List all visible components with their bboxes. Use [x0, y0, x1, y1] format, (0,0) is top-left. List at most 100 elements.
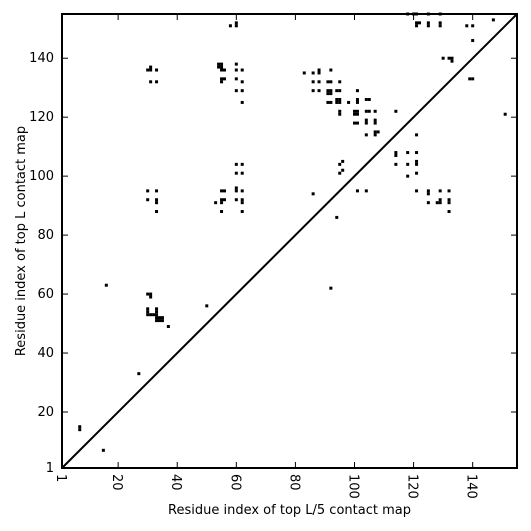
contact-point-upper — [240, 201, 244, 205]
contact-point-upper — [394, 154, 398, 158]
contact-point-upper — [220, 68, 224, 72]
contact-point-upper — [438, 201, 442, 205]
contact-point-lower — [149, 313, 153, 317]
contact-point-upper — [347, 100, 351, 104]
contact-point-lower — [158, 316, 161, 320]
contact-point-upper — [447, 189, 451, 193]
contact-point-upper — [353, 109, 356, 113]
contact-point-upper — [447, 198, 451, 202]
contact-point-upper — [426, 192, 430, 196]
contact-point-upper — [335, 100, 339, 104]
contact-point-upper — [234, 21, 238, 25]
contact-point-lower — [149, 292, 153, 296]
contact-point-lower — [160, 319, 164, 323]
contact-point-upper — [338, 89, 342, 93]
contact-point-upper — [311, 71, 315, 75]
x-tick-label: 60 — [227, 474, 242, 491]
contact-point-upper — [223, 68, 226, 72]
y-tick-label: 140 — [29, 51, 54, 66]
contact-point-upper — [373, 118, 377, 122]
contact-point-upper — [450, 59, 454, 63]
contact-point-upper — [311, 89, 315, 93]
contact-point-lower — [101, 448, 105, 452]
x-tick-label: 80 — [286, 474, 301, 491]
contact-point-upper — [240, 162, 244, 166]
contact-point-upper — [355, 109, 359, 113]
contact-point-upper — [394, 162, 398, 166]
contact-point-upper — [240, 189, 244, 193]
contact-point-upper — [367, 97, 371, 101]
contact-points — [78, 12, 507, 452]
contact-point-upper — [326, 89, 330, 93]
y-tick-label: 1 — [46, 461, 54, 476]
x-tick-label: 100 — [346, 474, 361, 499]
contact-point-lower — [155, 316, 159, 320]
contact-point-upper — [447, 56, 451, 60]
contact-point-upper — [450, 56, 454, 60]
contact-point-upper — [441, 56, 445, 60]
contact-point-upper — [155, 189, 159, 193]
contact-point-upper — [338, 162, 342, 166]
contact-point-lower — [149, 295, 153, 299]
contact-point-lower — [137, 372, 141, 376]
x-tick-label: 120 — [405, 474, 420, 499]
contact-point-upper — [317, 89, 321, 93]
contact-point-upper — [426, 201, 430, 205]
contact-point-upper — [435, 201, 439, 205]
contact-point-upper — [353, 112, 356, 116]
contact-point-upper — [355, 89, 359, 93]
contact-point-upper — [155, 68, 159, 72]
contact-point-lower — [146, 313, 150, 317]
contact-point-upper — [367, 109, 371, 113]
contact-point-upper — [338, 80, 342, 84]
contact-point-upper — [338, 97, 342, 101]
contact-point-upper — [240, 68, 244, 72]
x-tick-label: 40 — [168, 474, 183, 491]
contact-point-upper — [335, 89, 339, 93]
contact-point-upper — [220, 189, 224, 193]
contact-point-lower — [158, 319, 161, 323]
contact-point-upper — [146, 198, 150, 202]
contact-point-upper — [220, 201, 224, 205]
contact-point-lower — [146, 292, 150, 296]
contact-point-upper — [406, 151, 410, 155]
contact-point-upper — [364, 121, 368, 125]
contact-point-upper — [146, 68, 150, 72]
contact-point-upper — [329, 80, 333, 84]
contact-point-upper — [240, 89, 244, 93]
contact-point-upper — [240, 198, 244, 202]
contact-point-upper — [468, 77, 472, 81]
contact-point-upper — [415, 162, 419, 166]
contact-point-upper — [326, 100, 330, 104]
contact-point-upper — [311, 192, 315, 196]
contact-point-upper — [317, 80, 321, 84]
contact-point-upper — [355, 112, 359, 116]
contact-point-upper — [426, 189, 430, 193]
contact-point-upper — [355, 189, 359, 193]
contact-point-upper — [415, 159, 419, 163]
contact-point-upper — [217, 62, 221, 66]
contact-point-upper — [426, 24, 430, 28]
contact-point-lower — [104, 283, 108, 287]
contact-point-upper — [149, 80, 153, 84]
contact-point-upper — [234, 186, 238, 190]
contact-point-lower — [160, 316, 164, 320]
y-tick-label: 20 — [37, 405, 54, 420]
contact-point-upper — [234, 24, 238, 28]
contact-point-upper — [155, 80, 159, 84]
contact-point-upper — [364, 109, 368, 113]
contact-point-upper — [146, 189, 150, 193]
contact-point-upper — [220, 65, 224, 69]
contact-point-upper — [335, 215, 339, 219]
contact-point-upper — [234, 77, 238, 81]
contact-point-upper — [415, 133, 419, 137]
y-tick-label: 40 — [37, 346, 54, 361]
contact-point-upper — [406, 174, 410, 178]
contact-point-upper — [353, 121, 356, 125]
contact-point-upper — [491, 18, 495, 22]
contact-point-upper — [311, 80, 315, 84]
contact-point-upper — [329, 68, 333, 72]
contact-point-upper — [415, 24, 419, 28]
contact-point-upper — [326, 80, 330, 84]
